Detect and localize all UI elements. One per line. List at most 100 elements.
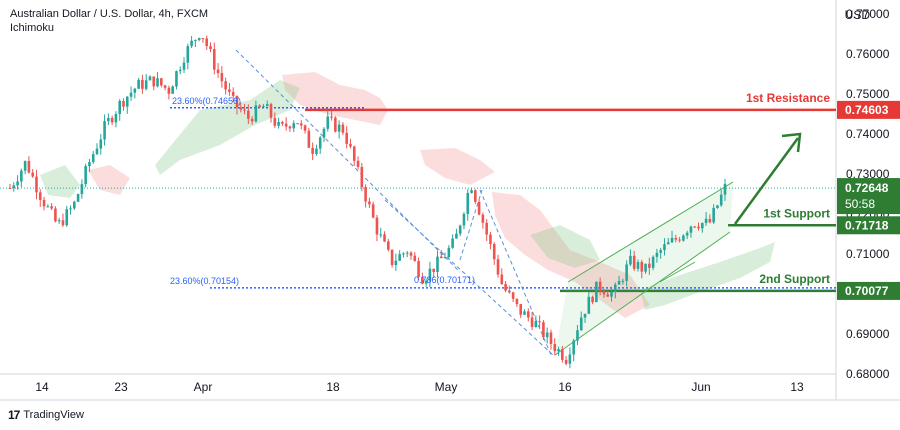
candle-body: [65, 209, 69, 226]
x-tick-label: 18: [326, 380, 340, 394]
candle-body: [190, 40, 193, 47]
candle-body: [613, 284, 617, 292]
candle-body: [368, 201, 371, 205]
cloud-red-2: [492, 192, 650, 318]
candle-body: [345, 132, 348, 144]
candle-body: [118, 100, 122, 114]
candle-body: [583, 313, 587, 318]
candle-body: [387, 241, 390, 250]
candle-body: [129, 92, 133, 97]
candle-body: [466, 192, 470, 214]
candle-body: [54, 208, 57, 222]
candle-body: [197, 38, 201, 40]
candle-body: [515, 298, 519, 305]
candle-body: [689, 226, 693, 233]
fib-label-1: 23.60%(0.70154): [170, 276, 239, 286]
candle-body: [492, 243, 496, 260]
candle-body: [413, 255, 417, 262]
candle-body: [719, 194, 723, 206]
candle-body: [8, 188, 12, 189]
candle-body: [379, 234, 383, 236]
level-tag-2-bg: [837, 216, 900, 235]
candle-body: [107, 117, 110, 122]
channel-lower: [554, 231, 731, 356]
candle-body: [572, 340, 575, 355]
candle-body: [402, 253, 405, 255]
candle-body: [360, 166, 364, 188]
candle-body: [103, 121, 106, 140]
channel-upper: [567, 181, 734, 283]
current-price-tag-bg: [837, 178, 900, 215]
candle-body: [296, 123, 299, 125]
candle-body: [443, 257, 447, 259]
candle-body: [38, 192, 42, 200]
candle-body: [258, 105, 261, 107]
drawings: [0, 49, 836, 358]
candle-body: [576, 330, 579, 341]
candle-body: [337, 124, 341, 132]
candle-body: [288, 126, 292, 129]
candle-body: [398, 254, 401, 261]
candle-body: [693, 226, 697, 228]
candle-body: [383, 234, 386, 242]
candle-body: [160, 78, 163, 86]
candle-body: [239, 107, 243, 110]
candle-body: [243, 109, 246, 111]
level-tag-1-bg: [837, 100, 900, 119]
candle-body: [708, 218, 712, 223]
candle-body: [474, 190, 477, 202]
candle-body: [284, 123, 288, 127]
candle-body: [311, 147, 314, 154]
candle-body: [269, 104, 273, 118]
candle-body: [254, 105, 258, 122]
level-tag-2-text: 0.71718: [845, 218, 889, 232]
candle-body: [500, 274, 504, 285]
y-tick-label: 0.69000: [846, 327, 890, 341]
candle-body: [156, 78, 159, 87]
candle-body: [678, 239, 681, 241]
candle-body: [220, 73, 224, 82]
candle-body: [432, 268, 436, 272]
candle-body: [12, 185, 16, 189]
level-name-3: 2nd Support: [759, 272, 830, 286]
candle-body: [148, 76, 152, 81]
candle-body: [307, 130, 311, 148]
candle-body: [610, 291, 613, 297]
cloud-red-3: [88, 165, 130, 195]
candle-body: [50, 206, 53, 209]
x-tick-label: 16: [558, 380, 572, 394]
level-name-2: 1st Support: [763, 206, 830, 220]
candle-body: [35, 176, 38, 193]
candle-body: [534, 321, 538, 328]
candle-body: [666, 242, 670, 245]
candle-body: [133, 88, 137, 93]
level-tag-1-text: 0.74603: [845, 103, 889, 117]
candle-body: [632, 255, 636, 269]
candle-body: [292, 123, 296, 129]
countdown-text: 50:58: [845, 197, 875, 211]
level-tag-3-text: 0.70077: [845, 284, 889, 298]
current-price-text: 0.72648: [845, 181, 889, 195]
candles: [8, 35, 727, 369]
candle-body: [216, 69, 220, 74]
candle-body: [228, 89, 231, 92]
y-tick-label: 0.73000: [846, 167, 890, 181]
candle-body: [122, 100, 125, 107]
candle-body: [447, 247, 451, 258]
candle-body: [697, 226, 700, 229]
x-tick-label: 13: [790, 380, 804, 394]
candle-body: [648, 263, 651, 268]
candle-body: [349, 143, 352, 147]
candle-body: [458, 225, 462, 234]
candle-body: [511, 292, 515, 299]
candle-body: [99, 139, 103, 149]
candle-body: [57, 220, 61, 222]
candle-body: [602, 290, 606, 295]
x-tick-label: 14: [35, 380, 49, 394]
candle-body: [182, 62, 186, 70]
candle-body: [76, 194, 80, 202]
candle-body: [371, 204, 375, 218]
candle-body: [27, 161, 31, 173]
candle-body: [508, 290, 511, 293]
